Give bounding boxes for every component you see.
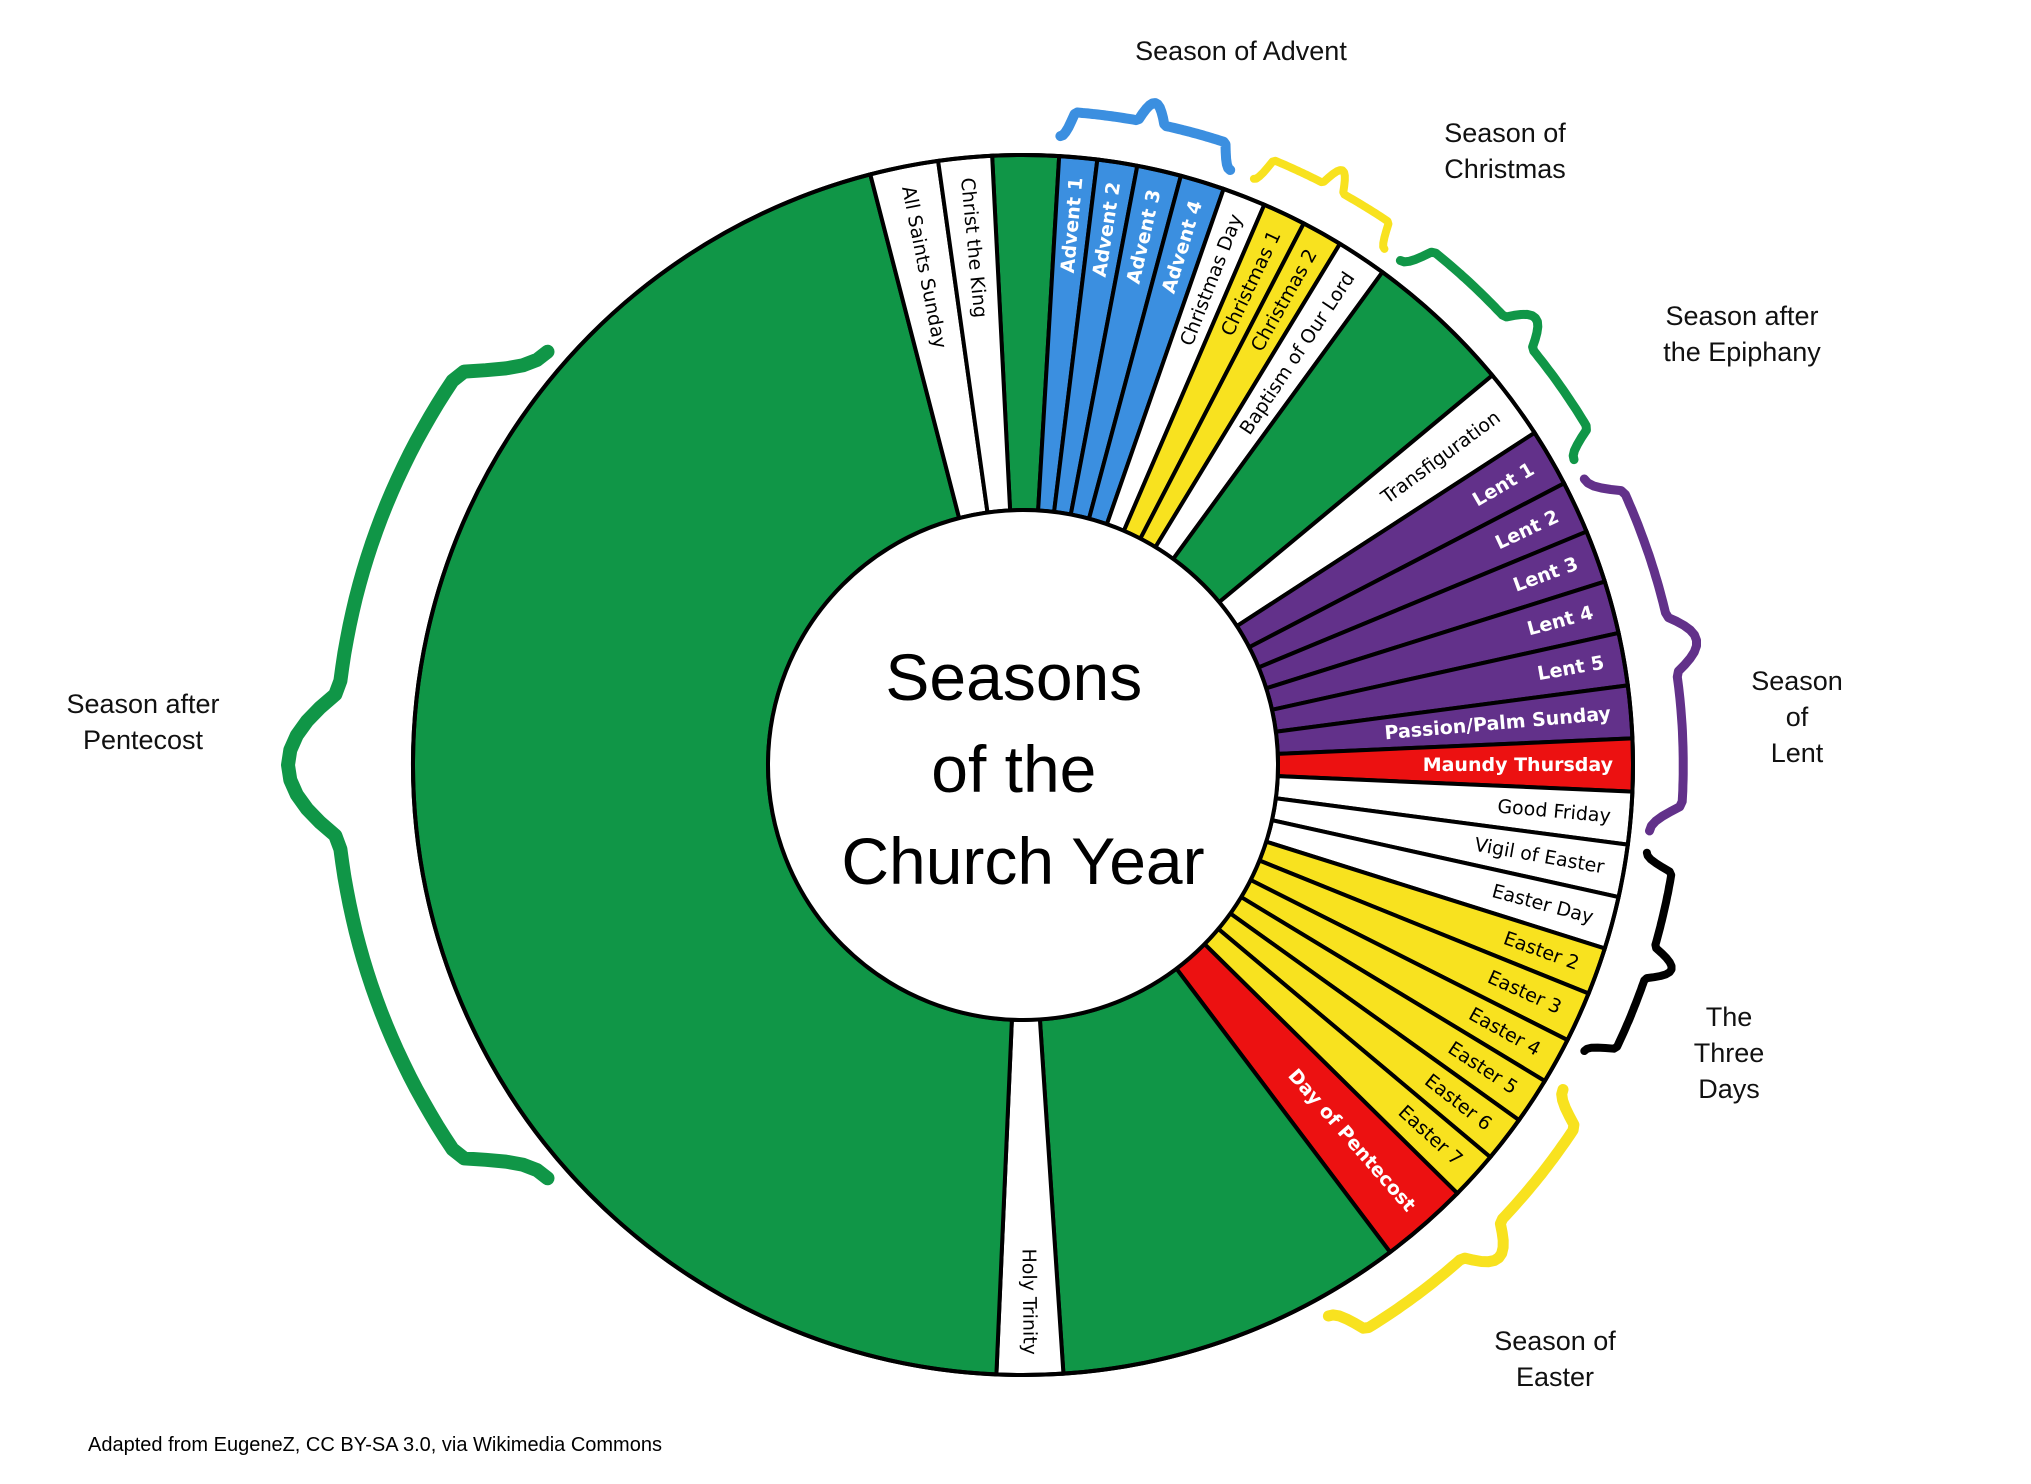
season-label: Season after the Epiphany: [1663, 301, 1821, 367]
season-label: Season of Lent: [1751, 666, 1843, 768]
brace-blue: [1055, 98, 1236, 175]
season-labels: Season of Advent Season of Christmas Season…: [66, 36, 1842, 1392]
season-label: Season of Advent: [1135, 36, 1347, 66]
season-label: Season of Christmas: [1444, 118, 1566, 184]
center-title-line-1: Seasons: [885, 640, 1142, 714]
segment-label: Maundy Thursday: [1423, 754, 1614, 776]
season-label: Season of Easter: [1494, 1326, 1616, 1392]
wheel-outline: [411, 153, 1635, 1377]
center-title-line-3: Church Year: [841, 824, 1204, 898]
season-label: Season after Pentecost: [66, 689, 219, 755]
center-disc: [766, 508, 1280, 1022]
brace-yellow: [1249, 156, 1393, 253]
segment-label: Holy Trinity: [1017, 1248, 1040, 1355]
season-label: The Three Days: [1694, 1002, 1765, 1104]
credit-text: Adapted from EugeneZ, CC BY-SA 3.0, via …: [88, 1434, 662, 1456]
wheel: [411, 153, 1636, 1377]
brace-yellow: [1322, 1084, 1580, 1334]
center-title: Seasons of the Church Year: [841, 640, 1204, 898]
brace-green: [281, 344, 555, 1186]
center-title-line-2: of the: [931, 732, 1096, 806]
brace-green: [1395, 247, 1591, 465]
brace-purple: [1579, 474, 1701, 836]
brace-black: [1580, 848, 1676, 1055]
season-braces: [281, 98, 1701, 1334]
